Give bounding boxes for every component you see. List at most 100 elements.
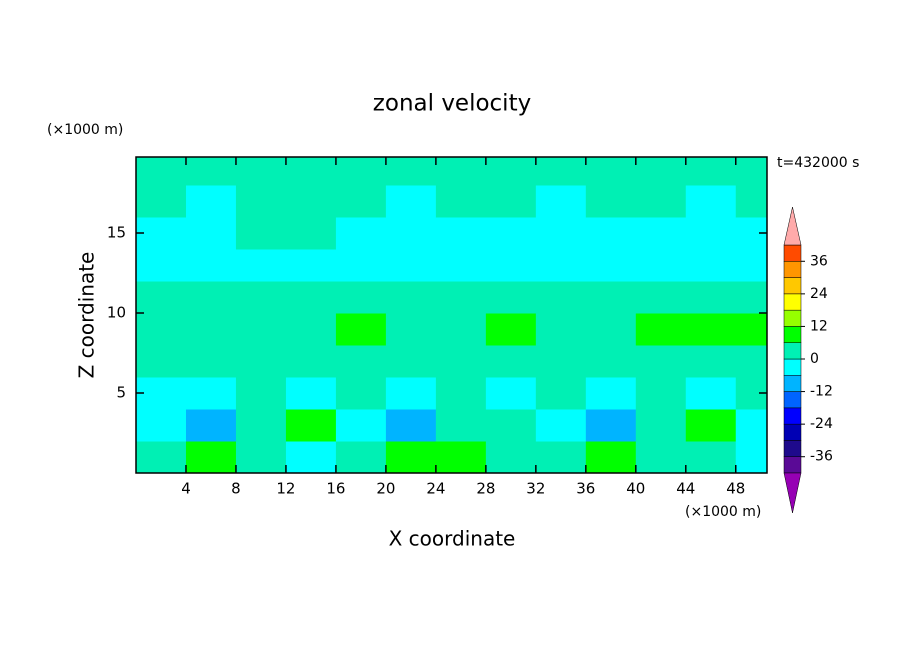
- field-cell: [235, 249, 287, 282]
- field-cell: [685, 409, 737, 442]
- field-cell: [735, 441, 767, 473]
- field-cell: [635, 441, 687, 473]
- field-cell: [385, 345, 437, 378]
- field-cell: [385, 217, 437, 250]
- field-cell: [535, 409, 587, 442]
- field-cell: [535, 217, 587, 250]
- field-cell: [136, 313, 187, 346]
- field-cell: [485, 185, 537, 218]
- field-cell: [185, 441, 237, 473]
- colorbar-tick-label: 12: [810, 318, 828, 334]
- colorbar-segment: [783, 277, 802, 295]
- colorbar-segment: [783, 309, 802, 327]
- field-cell: [435, 345, 487, 378]
- field-cell: [185, 185, 237, 218]
- x-tick-label: 36: [576, 480, 595, 498]
- time-annotation: t=432000 s: [777, 155, 859, 171]
- field-cell: [235, 441, 287, 473]
- field-cell: [735, 185, 767, 218]
- field-cell: [535, 281, 587, 314]
- field-cell: [385, 409, 437, 442]
- field-cell: [285, 345, 337, 378]
- field-cell: [185, 249, 237, 282]
- x-tick-label: 20: [376, 480, 395, 498]
- colorbar-segment: [783, 326, 802, 343]
- field-cell: [685, 157, 737, 186]
- field-cell: [136, 345, 187, 378]
- field-cell: [685, 441, 737, 473]
- field-cell: [635, 185, 687, 218]
- field-cell: [635, 281, 687, 314]
- colorbar-tick-label: -24: [810, 416, 833, 432]
- field-cell: [585, 313, 637, 346]
- colorbar-segment: [783, 407, 802, 425]
- colorbar-segment: [783, 358, 802, 376]
- field-cell: [285, 157, 337, 186]
- field-cell: [385, 281, 437, 314]
- field-cell: [335, 441, 387, 473]
- y-unit: (×1000 m): [47, 122, 123, 138]
- field-cell: [685, 249, 737, 282]
- colorbar-extend-high: [783, 206, 802, 246]
- colorbar-segment: [783, 423, 802, 441]
- field-cell: [235, 313, 287, 346]
- field-cell: [136, 441, 187, 473]
- x-tick-label: 12: [276, 480, 295, 498]
- x-unit: (×1000 m): [685, 504, 761, 520]
- field-cell: [685, 345, 737, 378]
- field-cell: [585, 217, 637, 250]
- field-cell: [535, 441, 587, 473]
- colorbar-extend-low: [783, 472, 802, 514]
- field-cell: [285, 281, 337, 314]
- field-cell: [335, 185, 387, 218]
- field-cell: [235, 345, 287, 378]
- plot-frame: [135, 156, 768, 474]
- field-cell: [285, 217, 337, 250]
- field-cell: [335, 409, 387, 442]
- field-cell: [335, 313, 387, 346]
- field-cell: [585, 185, 637, 218]
- field-cell: [735, 281, 767, 314]
- contour-field: [136, 157, 767, 473]
- y-tick-label: 5: [116, 384, 126, 402]
- field-cell: [185, 217, 237, 250]
- field-cell: [485, 409, 537, 442]
- field-cell: [585, 441, 637, 473]
- field-cell: [185, 409, 237, 442]
- field-cell: [185, 377, 237, 410]
- x-tick-label: 48: [726, 480, 745, 498]
- field-cell: [335, 157, 387, 186]
- field-cell: [485, 441, 537, 473]
- field-cell: [335, 345, 387, 378]
- field-cell: [435, 313, 487, 346]
- colorbar-tick-label: 24: [810, 286, 828, 302]
- field-cell: [635, 313, 687, 346]
- y-axis-label: Z coordinate: [75, 252, 99, 379]
- colorbar-tick-label: 0: [810, 351, 819, 367]
- field-cell: [435, 441, 487, 473]
- field-cell: [685, 217, 737, 250]
- field-cell: [335, 377, 387, 410]
- field-cell: [635, 377, 687, 410]
- x-tick-label: 16: [326, 480, 345, 498]
- field-cell: [136, 377, 187, 410]
- field-cell: [385, 313, 437, 346]
- field-cell: [735, 345, 767, 378]
- field-cell: [535, 157, 587, 186]
- x-tick-label: 8: [231, 480, 241, 498]
- field-cell: [485, 313, 537, 346]
- field-cell: [485, 249, 537, 282]
- field-cell: [136, 409, 187, 442]
- y-tick-label: 15: [107, 224, 126, 242]
- field-cell: [485, 157, 537, 186]
- field-cell: [136, 281, 187, 314]
- field-cell: [585, 377, 637, 410]
- field-cell: [485, 345, 537, 378]
- field-cell: [435, 409, 487, 442]
- field-cell: [285, 377, 337, 410]
- field-cell: [235, 377, 287, 410]
- x-tick-label: 24: [426, 480, 445, 498]
- field-cell: [235, 185, 287, 218]
- field-cell: [535, 345, 587, 378]
